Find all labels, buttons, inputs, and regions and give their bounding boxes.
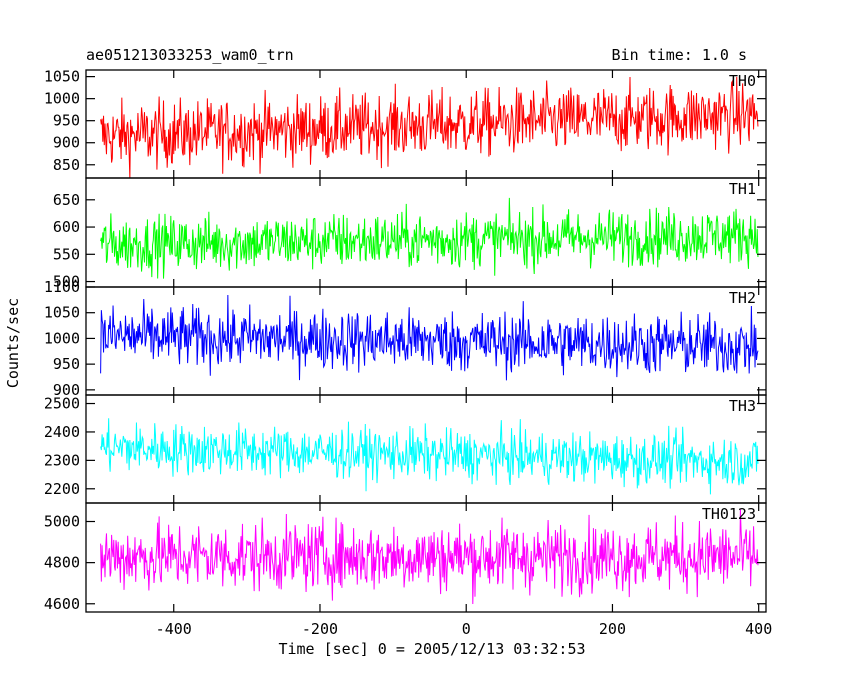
y-tick-label: 2200 bbox=[44, 480, 80, 498]
x-tick-label: -400 bbox=[156, 620, 192, 638]
y-tick-label: 900 bbox=[53, 381, 80, 399]
panel-th3: 2200 2300 2400 2500 TH3 bbox=[44, 394, 767, 504]
panels: 850 900 950 1000 1050 TH0 500 550 600 650 TH1 900 95… bbox=[44, 68, 767, 613]
series-line-th0123 bbox=[100, 509, 759, 604]
y-tick-label: 1000 bbox=[44, 329, 80, 347]
y-tick-label: 4600 bbox=[44, 595, 80, 613]
chart-title: ae051213033253_wam0_trn bbox=[86, 46, 294, 64]
panel-th0123: 4600 4800 5000 TH0123 bbox=[44, 502, 767, 613]
y-tick-label: 1050 bbox=[44, 68, 80, 86]
series-line-th3 bbox=[100, 418, 759, 495]
x-tick-label: 0 bbox=[462, 620, 471, 638]
x-tick-label: -200 bbox=[302, 620, 338, 638]
x-tick-label: 200 bbox=[599, 620, 626, 638]
y-tick-label: 500 bbox=[53, 273, 80, 291]
y-tick-label: 2400 bbox=[44, 423, 80, 441]
panel-frame bbox=[85, 502, 767, 613]
y-tick-label: 550 bbox=[53, 245, 80, 263]
y-tick-label: 950 bbox=[53, 112, 80, 130]
series-line-th2 bbox=[100, 295, 759, 381]
panel-label: TH0 bbox=[729, 72, 756, 90]
panel-label: TH3 bbox=[729, 397, 756, 415]
panel-th1: 500 550 600 650 TH1 bbox=[53, 177, 767, 291]
y-tick-label: 950 bbox=[53, 355, 80, 373]
panel-th2: 900 950 1000 1050 1100 TH2 bbox=[44, 278, 767, 399]
y-tick-label: 850 bbox=[53, 156, 80, 174]
y-tick-label: 600 bbox=[53, 218, 80, 236]
x-tick-label: 400 bbox=[745, 620, 772, 638]
panel-label: TH0123 bbox=[702, 505, 756, 523]
panel-label: TH1 bbox=[729, 180, 756, 198]
x-axis: -400 -200 0 200 400 bbox=[156, 620, 773, 638]
y-tick-label: 1100 bbox=[44, 278, 80, 296]
panel-th0: 850 900 950 1000 1050 TH0 bbox=[44, 68, 767, 179]
y-tick-label: 1000 bbox=[44, 90, 80, 108]
bin-time-label: Bin time: 1.0 s bbox=[612, 46, 747, 64]
y-tick-label: 2300 bbox=[44, 451, 80, 469]
y-axis-label: Counts/sec bbox=[4, 298, 22, 388]
series-line-th1 bbox=[100, 197, 759, 279]
y-tick-label: 2500 bbox=[44, 395, 80, 413]
y-tick-label: 5000 bbox=[44, 513, 80, 531]
series-line-th0 bbox=[100, 76, 759, 178]
y-tick-label: 900 bbox=[53, 134, 80, 152]
x-axis-label: Time [sec] 0 = 2005/12/13 03:32:53 bbox=[278, 640, 585, 658]
panel-label: TH2 bbox=[729, 289, 756, 307]
y-tick-label: 650 bbox=[53, 191, 80, 209]
y-tick-label: 1050 bbox=[44, 304, 80, 322]
y-tick-label: 4800 bbox=[44, 554, 80, 572]
